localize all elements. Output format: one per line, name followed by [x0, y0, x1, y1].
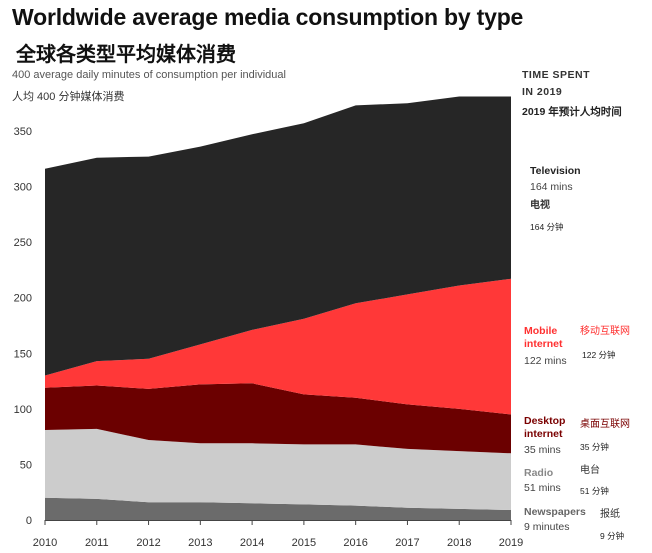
series-name-mobile: internet	[524, 338, 563, 350]
x-tick-label: 2012	[136, 537, 160, 549]
x-axis: 2010 2011 2012 2013 2014 2015 2016 2017 2018 2019	[33, 520, 523, 549]
chart-title-zh: 全球各类型平均媒体消费	[16, 44, 236, 66]
y-tick-label: 250	[14, 237, 32, 249]
area-layer	[45, 96, 511, 520]
x-tick-label: 2017	[395, 537, 419, 549]
x-tick-label: 2018	[447, 537, 471, 549]
series-name-desktop: Desktop	[524, 415, 565, 427]
series-labels: Newspapers 9 minutes 报纸 9 分钟 Radio 51 mins 电台 5…	[524, 165, 630, 541]
legend-header-zh: 2019 年预计人均时间	[522, 106, 622, 118]
legend-header-line2: IN 2019	[522, 86, 563, 98]
x-tick-label: 2019	[499, 537, 523, 549]
x-tick-label: 2015	[292, 537, 316, 549]
series-mins-newspapers: 9 minutes	[524, 521, 570, 533]
series-name-zh-desktop: 桌面互联网	[580, 417, 630, 430]
y-tick-label: 350	[14, 126, 32, 138]
area-mobile	[45, 278, 511, 415]
series-name-newspapers: Newspapers	[524, 506, 586, 518]
y-tick-label: 0	[26, 515, 32, 527]
y-tick-label: 50	[20, 459, 32, 471]
area-radio	[45, 428, 511, 510]
x-tick-label: 2016	[343, 537, 367, 549]
series-mins-desktop: 35 mins	[524, 444, 561, 456]
x-tick-label: 2013	[188, 537, 212, 549]
series-mins-zh-desktop: 35 分钟	[580, 442, 609, 452]
x-tick-label: 2011	[85, 537, 109, 549]
y-tick-label: 150	[14, 348, 32, 360]
area-television	[45, 96, 511, 376]
series-mins-television: 164 mins	[530, 181, 573, 193]
chart-subtitle-zh: 人均 400 分钟媒体消费	[12, 91, 125, 103]
series-mins-radio: 51 mins	[524, 482, 561, 494]
series-mins-mobile: 122 mins	[524, 355, 567, 367]
series-name-television: Television	[530, 165, 581, 177]
series-name-zh-mobile: 移动互联网	[580, 324, 630, 337]
series-mins-zh-newspapers: 9 分钟	[600, 531, 624, 541]
series-mins-zh-television: 164 分钟	[530, 222, 564, 232]
x-tick-label: 2014	[240, 537, 264, 549]
x-tick-label: 2010	[33, 537, 57, 549]
series-mins-zh-mobile: 122 分钟	[582, 350, 616, 360]
series-name-desktop: internet	[524, 428, 563, 440]
series-name-zh-television: 电视	[530, 198, 550, 211]
y-tick-label: 100	[14, 404, 32, 416]
chart-subtitle: 400 average daily minutes of consumption…	[12, 69, 286, 81]
series-name-mobile: Mobile	[524, 325, 557, 337]
area-desktop	[45, 383, 511, 454]
area-newspapers	[45, 497, 511, 520]
series-name-radio: Radio	[524, 467, 553, 479]
series-name-zh-radio: 电台	[580, 463, 600, 476]
series-name-zh-newspapers: 报纸	[600, 507, 620, 520]
y-axis: 0 50 100 150 200 250 300 350	[14, 126, 32, 527]
series-mins-zh-radio: 51 分钟	[580, 486, 609, 496]
y-tick-label: 300	[14, 182, 32, 194]
chart-title: Worldwide average media consumption by t…	[12, 4, 524, 30]
y-tick-label: 200	[14, 293, 32, 305]
legend-header-line1: TIME SPENT	[522, 69, 591, 81]
